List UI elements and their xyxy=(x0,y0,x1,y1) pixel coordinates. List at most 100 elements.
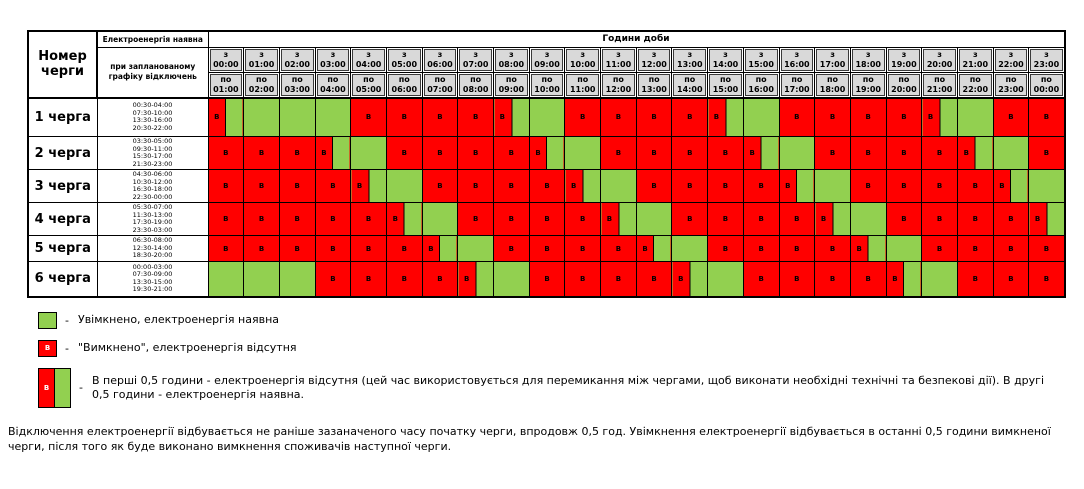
hour-from-cell: з 06:00 xyxy=(421,46,459,73)
schedule-cell-off: В xyxy=(635,136,673,170)
hour-from-box: з 11:00 xyxy=(602,48,635,71)
from-time: 01:00 xyxy=(248,59,275,69)
to-prefix: по xyxy=(791,74,803,84)
hour-from-box: з 10:00 xyxy=(566,48,600,71)
split-off-letter: В xyxy=(571,182,577,190)
to-time: 04:00 xyxy=(320,84,346,94)
schedule-cell-split: В xyxy=(314,136,352,170)
from-prefix: з xyxy=(259,49,264,59)
schedule-cell-off: В xyxy=(635,169,673,203)
to-time: 07:00 xyxy=(427,84,453,94)
schedule-cell-off: В xyxy=(707,235,744,262)
schedule-cell-off: В xyxy=(350,202,387,236)
queue-row: 4 черга 05:30-07:00 11:30-13:00 17:30-19:00… xyxy=(27,202,1065,236)
to-time: 23:00 xyxy=(998,84,1024,94)
to-prefix: по xyxy=(220,74,232,84)
schedule-cell-on xyxy=(457,235,494,262)
schedule-cell-off: В xyxy=(493,202,530,236)
hour-to-box: по 12:00 xyxy=(602,73,635,96)
schedule-cell-on xyxy=(385,169,423,203)
schedule-cell-split: В xyxy=(956,136,994,170)
hour-from-box: з 03:00 xyxy=(316,48,350,71)
schedule-cell-on xyxy=(278,97,316,137)
availability-header-top: Електроенергія наявна xyxy=(96,30,209,48)
hour-to-cell: по 01:00 xyxy=(207,71,245,98)
to-time: 03:00 xyxy=(284,84,310,94)
hour-to-cell: по 14:00 xyxy=(671,71,709,98)
schedule-cell-off: В xyxy=(600,97,637,137)
hour-from-box: з 20:00 xyxy=(923,48,956,71)
to-prefix: по xyxy=(934,74,946,84)
to-time: 09:00 xyxy=(498,84,525,94)
availability-time-range: 11:30-13:00 xyxy=(132,210,173,219)
schedule-cell-off: В xyxy=(564,261,602,297)
schedule-cell-on xyxy=(1028,169,1065,203)
availability-times: 06:30-08:00 12:30-14:00 18:30-20:00 xyxy=(96,235,209,262)
to-prefix: по xyxy=(505,74,517,84)
hour-from-cell: з 20:00 xyxy=(921,46,958,73)
schedule-cell-off: В xyxy=(278,169,316,203)
hour-to-box: по 21:00 xyxy=(923,73,956,96)
from-prefix: з xyxy=(473,49,478,59)
hour-from-cell: з 08:00 xyxy=(493,46,530,73)
hour-to-cell: по 03:00 xyxy=(278,71,316,98)
hour-from-cell: з 03:00 xyxy=(314,46,352,73)
schedule-cell-off: В xyxy=(885,97,923,137)
hour-to-cell: по 11:00 xyxy=(564,71,602,98)
hour-to-box: по 13:00 xyxy=(637,73,671,96)
schedule-cell-off: В xyxy=(707,169,744,203)
availability-time-range: 06:30-08:00 xyxy=(132,236,173,245)
to-prefix: по xyxy=(256,74,268,84)
hour-to-box: по 06:00 xyxy=(387,73,421,96)
availability-time-range: 23:30-03:00 xyxy=(132,225,173,234)
hour-to-box: по 22:00 xyxy=(958,73,992,96)
schedule-cell-off: В xyxy=(1028,235,1065,262)
hour-to-cell: по 21:00 xyxy=(921,71,958,98)
from-prefix: з xyxy=(758,49,764,59)
hour-to-cell: по 09:00 xyxy=(493,71,530,98)
schedule-cell-off: В xyxy=(528,169,566,203)
queue-label: 2 черга xyxy=(27,136,98,170)
schedule-cell-on xyxy=(885,235,923,262)
legend-item-split: В - В перші 0,5 години - електроенергія … xyxy=(38,367,1084,408)
to-time: 11:00 xyxy=(569,84,596,94)
legend-off-label: "Вимкнено", електроенергія відсутня xyxy=(77,341,297,354)
schedule-cell-off: В xyxy=(671,169,709,203)
to-prefix: по xyxy=(898,74,910,84)
schedule-cell-off: В xyxy=(421,261,459,297)
hour-to-cell: по 04:00 xyxy=(314,71,352,98)
from-prefix: з xyxy=(509,49,514,59)
schedule-cell-on xyxy=(600,169,637,203)
to-prefix: по xyxy=(291,74,303,84)
schedule-cell-off: В xyxy=(992,235,1030,262)
schedule-cell-off: В xyxy=(742,202,780,236)
to-time: 21:00 xyxy=(926,84,953,94)
schedule-cell-off: В xyxy=(635,97,673,137)
schedule-cell-on xyxy=(814,169,851,203)
from-prefix: з xyxy=(616,49,621,59)
outage-schedule-table: Номер черги Електроенергія наявна Години д… xyxy=(27,30,1066,298)
schedule-cell-off: В xyxy=(849,136,887,170)
split-off-letter: В xyxy=(535,149,541,157)
hour-to-cell: по 07:00 xyxy=(421,71,459,98)
hour-to-cell: по 10:00 xyxy=(528,71,566,98)
availability-time-range: 17:30-19:00 xyxy=(132,218,173,226)
schedule-cell-split: В xyxy=(742,136,780,170)
schedule-cell-on xyxy=(314,97,352,137)
schedule-cell-off: В xyxy=(385,261,423,297)
legend-item-on: - Увімкнено, електроенергія наявна xyxy=(38,311,1084,329)
schedule-cell-off: В xyxy=(778,202,816,236)
hour-to-cell: по 19:00 xyxy=(849,71,887,98)
queue-row: 5 черга 06:30-08:00 12:30-14:00 18:30-20:00… xyxy=(27,235,1065,262)
from-prefix: з xyxy=(1008,49,1014,59)
hour-from-box: з 07:00 xyxy=(459,48,492,71)
schedule-cell-split: В xyxy=(635,235,673,262)
schedule-cell-off: В xyxy=(528,261,566,297)
split-off-letter: В xyxy=(785,182,791,190)
hour-to-box: по 15:00 xyxy=(709,73,742,96)
from-time: 14:00 xyxy=(712,59,739,69)
hour-from-cell: з 00:00 xyxy=(207,46,245,73)
schedule-cell-off: В xyxy=(564,202,602,236)
hour-to-box: по 10:00 xyxy=(530,73,564,96)
split-off-letter: В xyxy=(963,149,969,157)
